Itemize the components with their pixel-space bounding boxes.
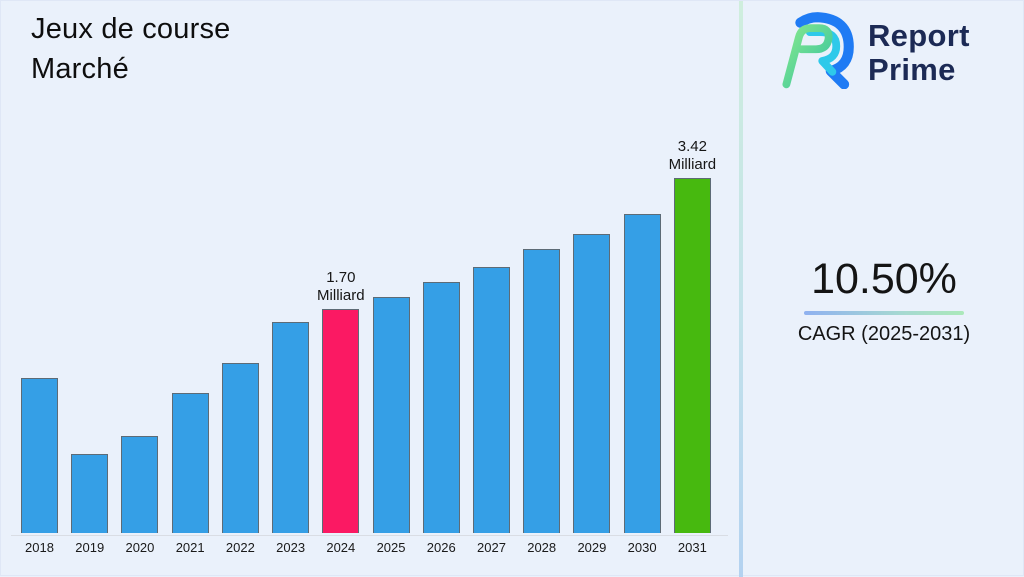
bar-cell-2018: 2018 xyxy=(21,378,58,555)
bar-cell-2025: 2025 xyxy=(372,297,410,555)
page-title-line2: Marché xyxy=(31,53,129,85)
bar-cell-2029: 2029 xyxy=(573,234,611,555)
bar-unit-2024: Milliard xyxy=(317,287,365,304)
bar-cell-2021: 2021 xyxy=(171,393,209,555)
bar-cell-2027: 2027 xyxy=(472,267,510,555)
bar-2027 xyxy=(472,267,510,533)
bar-chart: 2018 2019 2020 2021 2022 2023 1.70 Milliard 2024… xyxy=(21,138,717,555)
brand-name-line1: Report xyxy=(868,17,970,53)
bar-cell-2024: 1.70 Milliard 2024 xyxy=(317,269,365,555)
bar-2030 xyxy=(623,214,661,533)
cagr-label: CAGR (2025-2031) xyxy=(797,323,971,345)
panel-divider xyxy=(739,1,743,577)
bar-cell-2019: 2019 xyxy=(71,454,109,555)
bar-2025 xyxy=(372,297,410,533)
bar-2020 xyxy=(121,436,159,533)
bar-2019 xyxy=(71,454,109,533)
bar-cell-2026: 2026 xyxy=(422,282,460,555)
x-tick-label-2023: 2023 xyxy=(276,540,306,555)
bar-2021 xyxy=(171,393,209,533)
x-axis-baseline xyxy=(11,535,728,536)
bar-value-label-2031: 3.42 Milliard xyxy=(669,138,717,174)
x-tick-label-2024: 2024 xyxy=(326,540,356,555)
bar-2024: 1.70 Milliard xyxy=(317,269,365,533)
x-tick-label-2030: 2030 xyxy=(627,540,657,555)
x-tick-label-2021: 2021 xyxy=(175,540,205,555)
page-title-line1: Jeux de course xyxy=(31,13,231,45)
brand-name: Report Prime xyxy=(868,17,970,87)
bar-cell-2020: 2020 xyxy=(121,436,159,555)
x-tick-label-2027: 2027 xyxy=(477,540,506,555)
bar-value-2024: 1.70 xyxy=(326,269,356,286)
bar-2029 xyxy=(573,234,611,533)
page-title: Jeux de course Marché xyxy=(31,9,230,89)
x-tick-label-2019: 2019 xyxy=(75,540,105,555)
x-tick-label-2026: 2026 xyxy=(426,540,456,555)
cagr-underline xyxy=(804,311,964,315)
cagr-stat: 10.50% CAGR (2025-2031) xyxy=(743,253,1024,346)
bar-cell-2028: 2028 xyxy=(523,249,561,555)
x-tick-label-2018: 2018 xyxy=(25,540,54,555)
x-tick-label-2028: 2028 xyxy=(527,540,557,555)
brand-name-line2: Prime xyxy=(868,51,956,87)
bar-2022 xyxy=(221,363,259,533)
bar-2018 xyxy=(21,378,58,533)
bar-cell-2022: 2022 xyxy=(221,363,259,555)
bar-cell-2031: 3.42 Milliard 2031 xyxy=(669,138,717,555)
bar-value-2031: 3.42 xyxy=(677,138,707,155)
bar-value-label-2024: 1.70 Milliard xyxy=(317,269,365,305)
bar-2031: 3.42 Milliard xyxy=(669,138,716,533)
x-tick-label-2031: 2031 xyxy=(677,540,707,555)
brand-logo: Report Prime xyxy=(777,11,970,94)
x-tick-label-2029: 2029 xyxy=(577,540,607,555)
bar-2028 xyxy=(523,249,561,533)
cagr-value: 10.50% xyxy=(811,255,957,303)
bar-cell-2030: 2030 xyxy=(623,214,661,555)
x-tick-label-2022: 2022 xyxy=(225,540,255,555)
bar-cell-2023: 2023 xyxy=(272,322,310,555)
report-prime-logo-icon xyxy=(777,11,855,94)
bar-2023 xyxy=(272,322,310,533)
x-tick-label-2025: 2025 xyxy=(376,540,406,555)
x-tick-label-2020: 2020 xyxy=(125,540,155,555)
bar-2026 xyxy=(422,282,460,533)
bar-unit-2031: Milliard xyxy=(668,156,717,173)
